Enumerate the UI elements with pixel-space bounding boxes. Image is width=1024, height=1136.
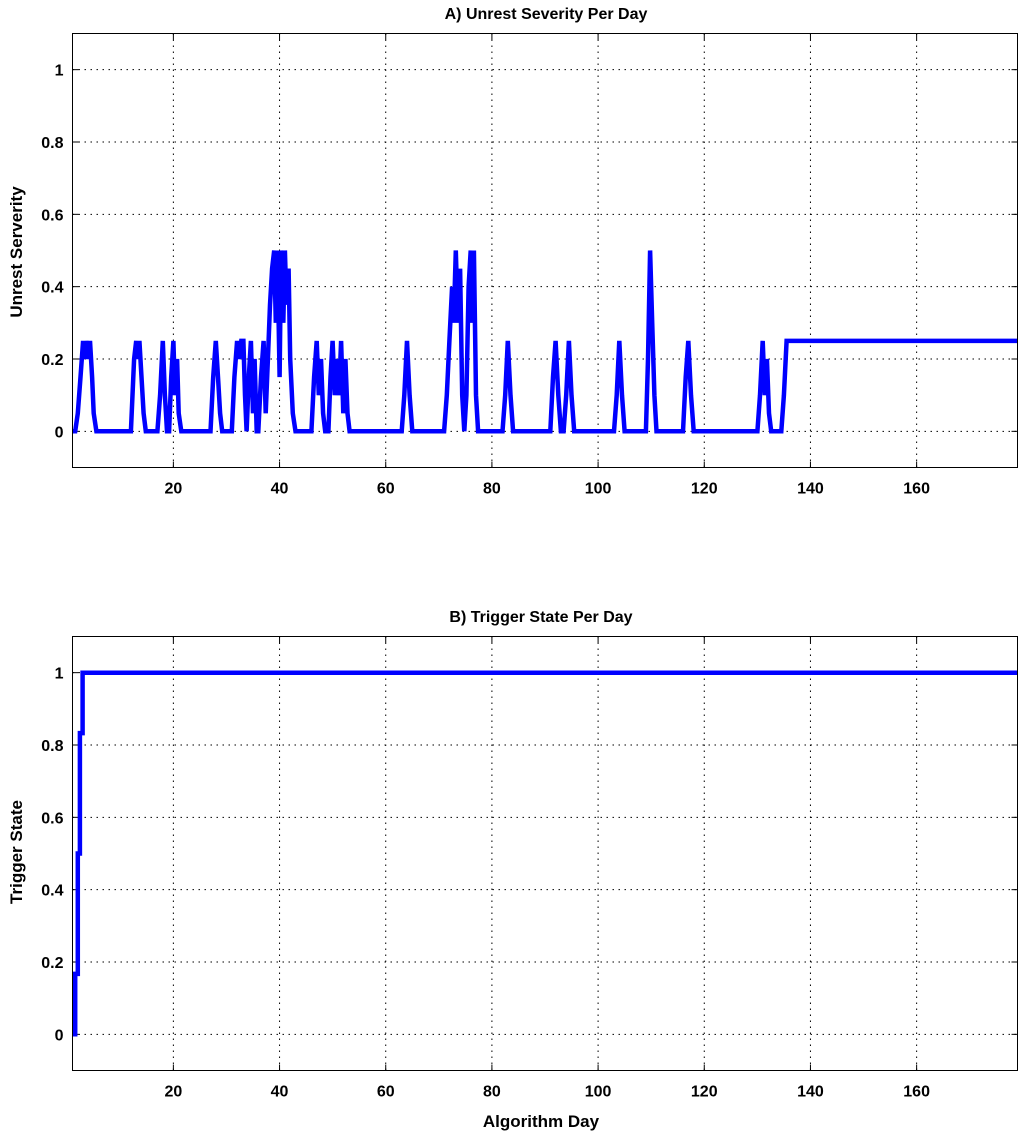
chart-a-y-ticks: 0 0.2 0.4 0.6 0.8 1 [41, 63, 1018, 441]
chart-b-xtick-label: 120 [691, 1084, 718, 1101]
chart-a-xtick-label: 120 [691, 481, 718, 498]
chart-b-xtick-label: 40 [271, 1084, 289, 1101]
chart-a-frame [72, 33, 1018, 468]
chart-b-ytick-label: 0.6 [41, 810, 63, 827]
chart-a-xtick-label: 20 [164, 481, 182, 498]
chart-b-title: B) Trigger State Per Day [449, 609, 632, 626]
chart-a-ytick-label: 0 [55, 424, 64, 441]
chart-b-ytick-label: 0.8 [41, 738, 63, 755]
chart-a-ytick-label: 0.4 [41, 280, 63, 297]
chart-b-frame [72, 636, 1018, 1071]
chart-b-series-line [72, 670, 1018, 1037]
chart-b-grid [72, 636, 1018, 1071]
chart-b-xtick-label: 80 [483, 1084, 501, 1101]
chart-a-xtick-label: 100 [585, 481, 612, 498]
chart-b-ytick-label: 0 [55, 1027, 64, 1044]
chart-b-xtick-label: 140 [797, 1084, 824, 1101]
chart-a-xtick-label: 140 [797, 481, 824, 498]
chart-b-xtick-label: 20 [164, 1084, 182, 1101]
chart-a-ytick-label: 0.6 [41, 207, 63, 224]
chart-b-ytick-label: 0.4 [41, 883, 63, 900]
chart-panel-a: A) Unrest Severity Per Day Unrest Server… [7, 6, 1018, 498]
chart-a-ylabel: Unrest Serverity [7, 186, 26, 318]
chart-a-ytick-label: 1 [55, 63, 64, 80]
chart-a-grid [72, 33, 1018, 468]
chart-b-xtick-label: 160 [903, 1084, 930, 1101]
chart-b-ylabel: Trigger State [7, 800, 26, 904]
chart-b-ytick-label: 0.2 [41, 955, 63, 972]
chart-a-series-group [72, 250, 1018, 434]
chart-a-series-line [72, 250, 1018, 434]
chart-a-x-ticks: 20 40 60 80 100 120 140 160 [164, 33, 930, 498]
chart-a-ytick-label: 0.2 [41, 352, 63, 369]
chart-b-series-group [72, 670, 1018, 1037]
chart-a-xtick-label: 60 [377, 481, 395, 498]
chart-a-xtick-label: 40 [271, 481, 289, 498]
chart-b-ytick-label: 1 [55, 666, 64, 683]
chart-a-title: A) Unrest Severity Per Day [445, 6, 648, 23]
chart-a-xtick-label: 160 [903, 481, 930, 498]
chart-b-x-ticks: 20 40 60 80 100 120 140 160 [164, 636, 930, 1101]
chart-b-y-ticks: 0 0.2 0.4 0.6 0.8 1 [41, 666, 1018, 1044]
chart-a-ytick-label: 0.8 [41, 135, 63, 152]
chart-b-xtick-label: 60 [377, 1084, 395, 1101]
chart-panel-b: B) Trigger State Per Day Trigger State A… [7, 609, 1018, 1131]
chart-b-xlabel: Algorithm Day [483, 1112, 600, 1131]
chart-b-xtick-label: 100 [585, 1084, 612, 1101]
chart-a-xtick-label: 80 [483, 481, 501, 498]
